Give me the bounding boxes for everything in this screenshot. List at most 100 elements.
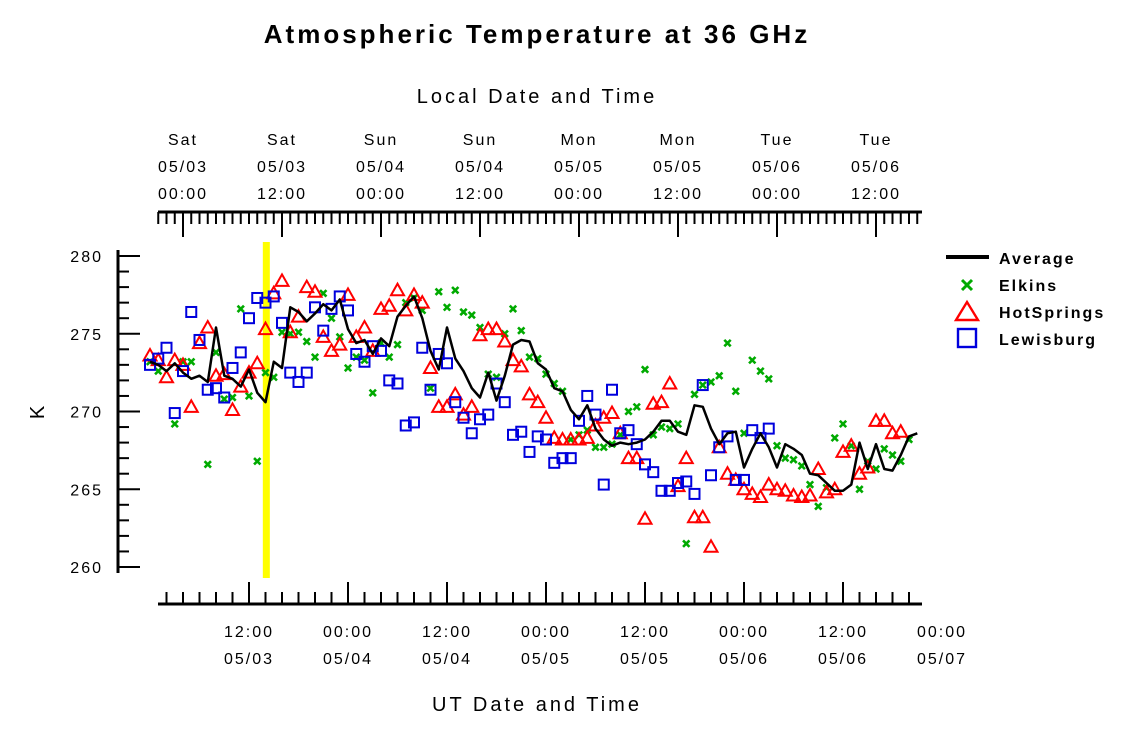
elkins-point [830, 433, 839, 443]
hotsprings-point [529, 393, 546, 409]
elkins-point [616, 430, 625, 439]
elkins-point [451, 286, 460, 295]
elkins-point [211, 348, 221, 357]
hotsprings-point [232, 378, 249, 393]
elkins-point [236, 304, 245, 313]
bottom-axis-tick-label: 05/06 [719, 651, 769, 668]
x-marker-stroke [690, 390, 699, 399]
x-marker-stroke [682, 539, 691, 548]
lewisburg-point [284, 366, 297, 379]
x-marker-stroke [591, 443, 600, 452]
highlight-band [262, 242, 270, 578]
lewisburg-point [432, 347, 445, 360]
top-axis-tick-label: 12:00 [653, 186, 703, 203]
elkins-point [805, 480, 815, 489]
bottom-axis-tick-label: 00:00 [917, 624, 967, 641]
bottom-axis-tick-label: 05/05 [620, 651, 670, 668]
x-marker-stroke [706, 377, 716, 387]
x-marker-stroke [269, 373, 278, 382]
bottom-axis-tick-label: 12:00 [224, 624, 274, 641]
x-marker-stroke [228, 393, 237, 402]
hotsprings-point [488, 320, 505, 336]
x-marker-stroke [294, 328, 303, 337]
elkins-point [731, 387, 740, 396]
lewisburg-point [375, 344, 387, 357]
elkins-point [880, 444, 889, 453]
x-marker-stroke [797, 461, 806, 471]
y-axis-tick-label: 275 [70, 327, 103, 344]
series-hotsprings [141, 272, 909, 553]
x-marker-stroke [855, 485, 864, 494]
hotsprings-point [801, 486, 819, 502]
x-marker-stroke [310, 352, 320, 362]
lewisburg-point [655, 484, 668, 497]
elkins-point [632, 402, 641, 411]
elkins-point [715, 371, 724, 380]
lewisburg-point [300, 366, 313, 379]
elkins-point [343, 363, 353, 373]
elkins-point [748, 356, 757, 365]
lewisburg-point [762, 422, 775, 435]
top-axis-tick-label: 12:00 [257, 186, 307, 203]
lewisburg-point [210, 382, 222, 395]
elkins-point [360, 356, 369, 365]
x-marker-stroke [739, 429, 749, 438]
elkins-point [467, 310, 476, 320]
x-marker-stroke [698, 380, 707, 390]
lewisburg-point [441, 357, 453, 370]
lewisburg-point [515, 425, 528, 438]
hotsprings-point [265, 284, 282, 300]
x-marker-stroke [772, 441, 782, 450]
x-marker-stroke [657, 422, 666, 432]
x-marker-stroke [220, 394, 229, 404]
lewisburg-point [424, 383, 437, 396]
top-axis-tick-label: 00:00 [158, 186, 208, 203]
hotsprings-point [867, 412, 885, 427]
hotsprings-point [562, 430, 579, 446]
elkins-point [838, 419, 848, 429]
lewisburg-point [597, 478, 610, 491]
lewisburg-point [177, 365, 189, 378]
average-line [149, 295, 918, 493]
elkins-point [682, 539, 691, 548]
x-marker-stroke [838, 419, 848, 429]
elkins-point [640, 365, 650, 374]
legend-label-lewisburg: Lewisburg [999, 332, 1097, 349]
x-marker-stroke [442, 303, 452, 312]
hotsprings-point [554, 430, 571, 446]
top-axis-tick-label: 05/05 [554, 159, 604, 176]
bottom-axis-tick-label: 00:00 [719, 624, 769, 641]
elkins-point [739, 429, 749, 438]
lewisburg-point [160, 341, 173, 354]
top-axis-tick-label: 05/03 [257, 159, 307, 176]
top-axis-tick-label: Mon [560, 132, 597, 149]
lewisburg-point [226, 361, 239, 374]
elkins-point [888, 450, 897, 460]
hotsprings-point [859, 458, 876, 474]
legend-lewisburg-swatch [956, 327, 978, 349]
x-marker-stroke [253, 457, 262, 466]
hotsprings-point [381, 297, 398, 312]
elkins-point [244, 391, 254, 401]
x-marker-stroke [616, 430, 625, 439]
lewisburg-point [325, 302, 338, 315]
lewisburg-point [391, 377, 404, 390]
hotsprings-point [603, 404, 621, 420]
x-marker-stroke [748, 356, 757, 365]
x-marker-stroke [764, 374, 773, 383]
top-axis-tick-label: 00:00 [356, 186, 406, 203]
lewisburg-point [622, 424, 635, 437]
lewisburg-point [218, 391, 231, 404]
bottom-axis-tick-label: 05/05 [521, 651, 571, 668]
elkins-point [599, 443, 608, 452]
hotsprings-point [249, 354, 266, 370]
lewisburg-point [672, 477, 684, 490]
elkins-point [690, 390, 699, 399]
elkins-point [393, 340, 402, 349]
x-marker-stroke [459, 307, 468, 317]
hotsprings-point [339, 286, 357, 301]
lewisburg-point [523, 445, 536, 458]
x-marker-stroke [244, 391, 254, 401]
hotsprings-point [785, 486, 802, 502]
